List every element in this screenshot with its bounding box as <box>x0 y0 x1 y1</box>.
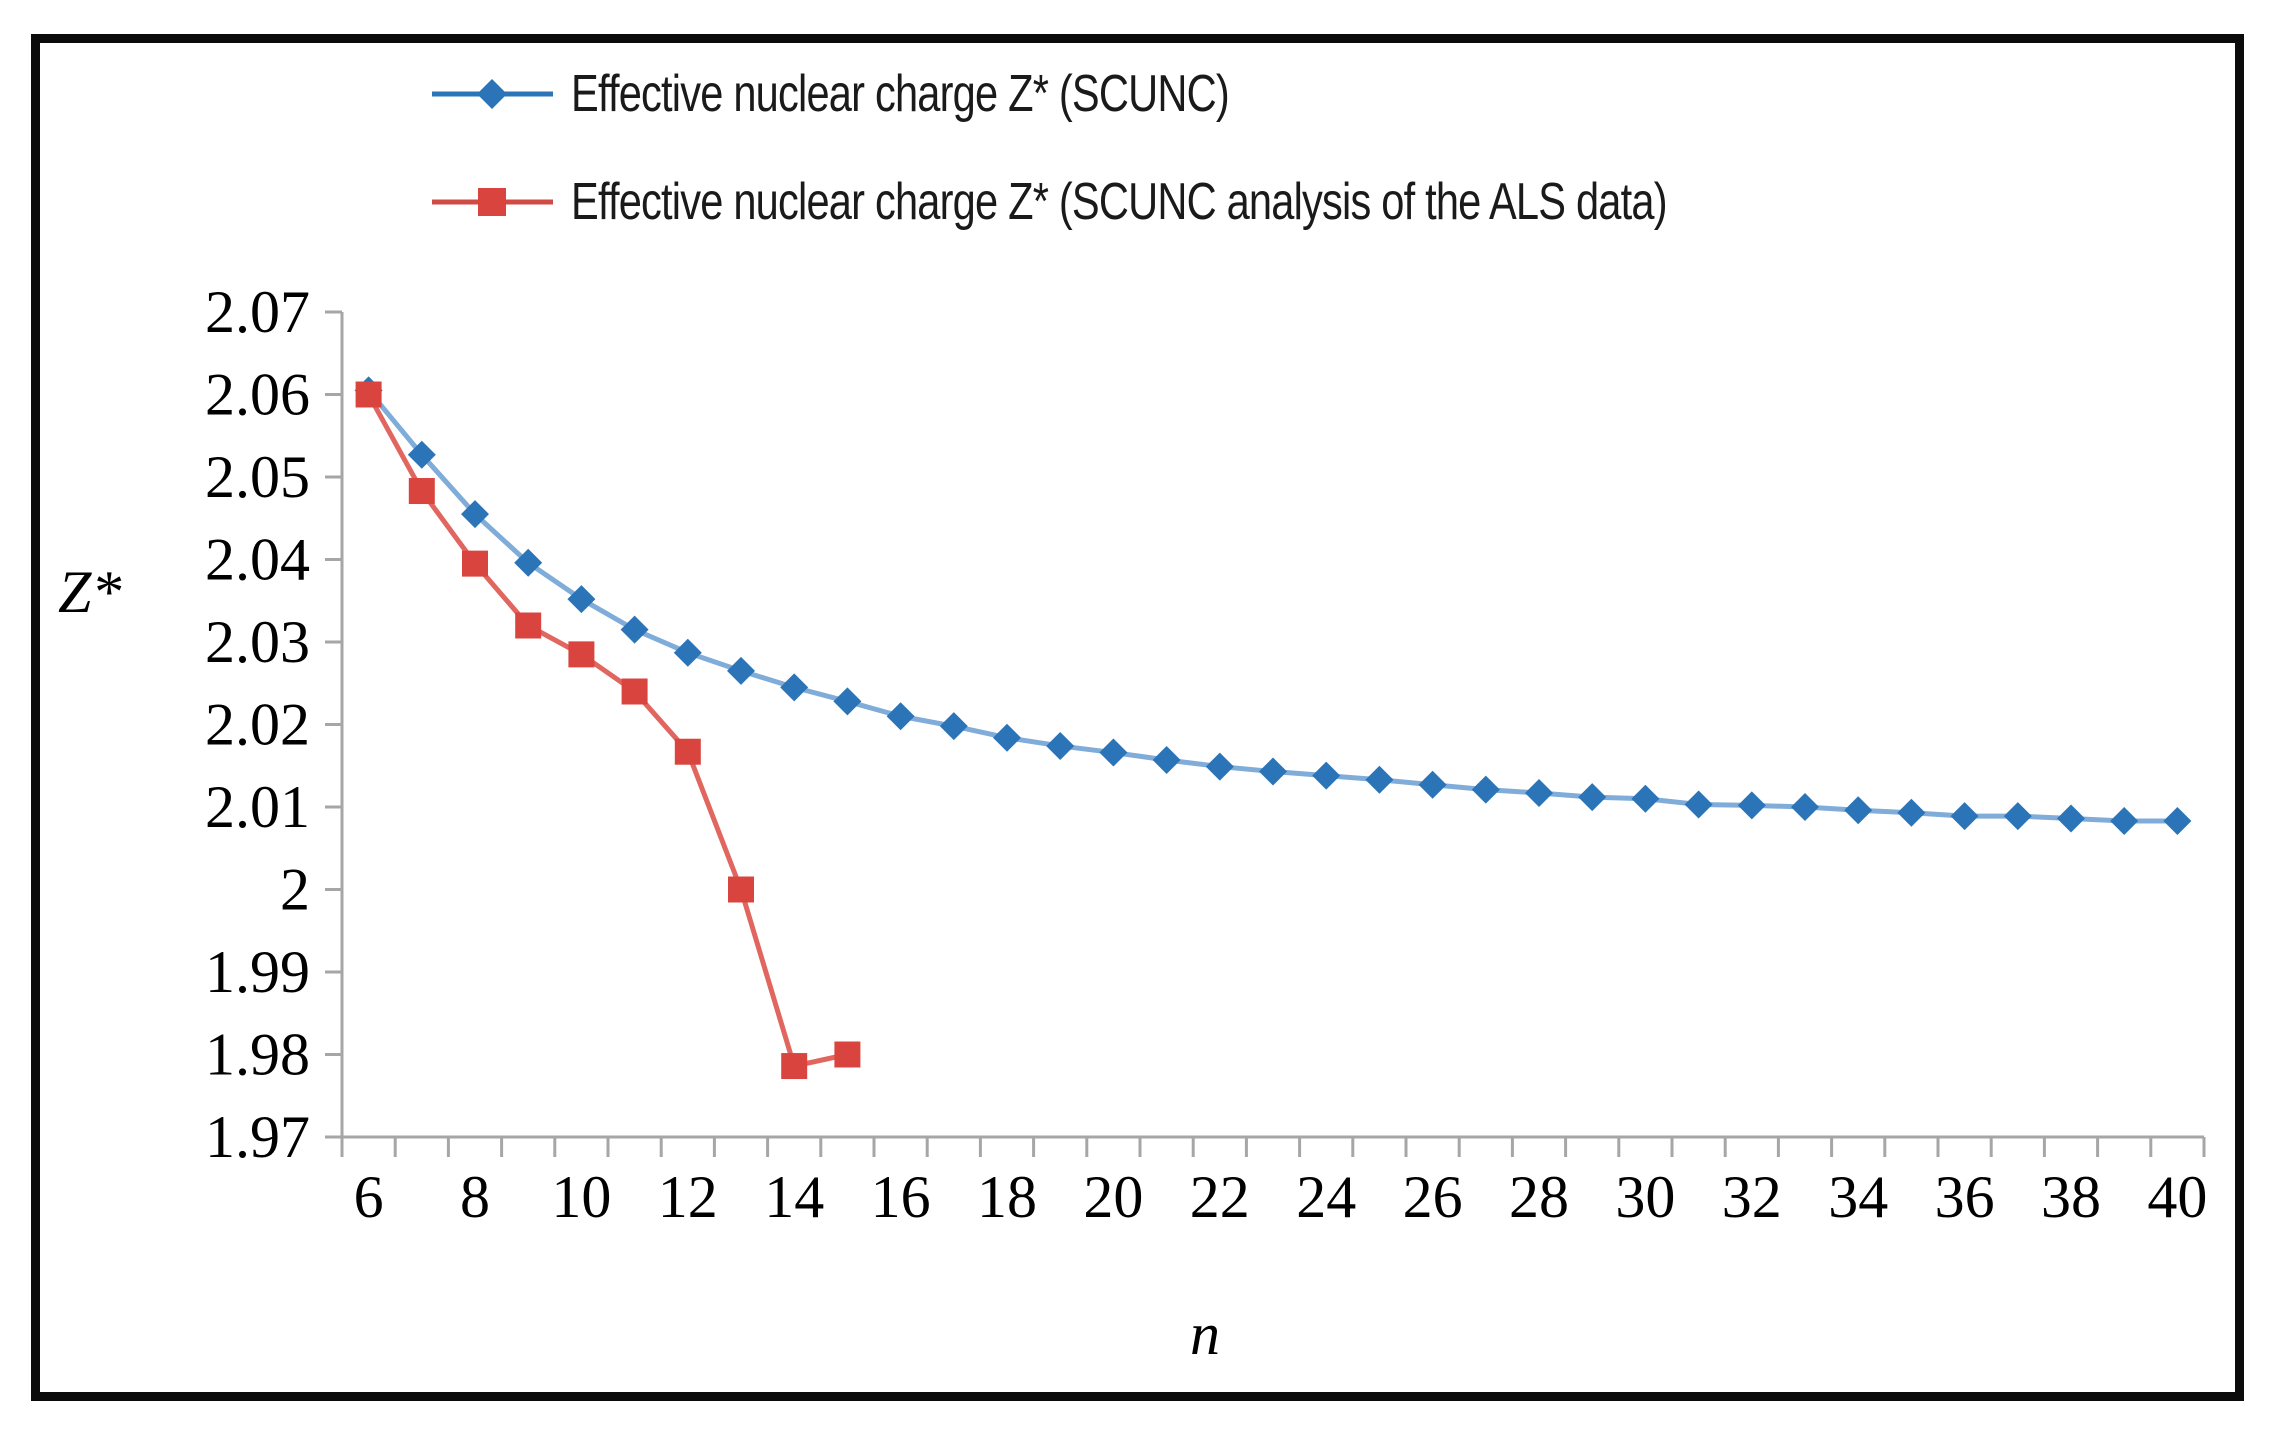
y-tick-label: 2 <box>280 857 310 923</box>
data-point-diamond <box>1684 790 1713 819</box>
x-tick-label: 8 <box>460 1164 490 1230</box>
legend-label-scunc: Effective nuclear charge Z* (SCUNC) <box>571 65 1230 123</box>
x-tick-label: 10 <box>551 1164 611 1230</box>
data-point-square <box>834 1041 861 1068</box>
data-point-diamond <box>2110 807 2139 836</box>
data-point-diamond <box>567 585 596 614</box>
data-point-diamond <box>1791 793 1819 821</box>
data-point-diamond <box>1897 798 1926 827</box>
red-square-line-sample-icon <box>432 188 553 216</box>
data-point-diamond <box>1418 770 1447 799</box>
data-point-square <box>728 876 754 903</box>
legend-label-scunc-als: Effective nuclear charge Z* (SCUNC analy… <box>571 173 1668 231</box>
data-point-square <box>568 641 595 668</box>
y-tick-label: 2.05 <box>205 444 310 510</box>
data-point-diamond <box>1844 796 1873 825</box>
data-point-square <box>462 550 488 577</box>
x-tick-label: 32 <box>1722 1164 1782 1230</box>
data-point-diamond <box>1950 802 1979 831</box>
data-point-diamond <box>1046 731 1075 760</box>
blue-diamond-line-sample-icon <box>432 79 553 109</box>
data-point-diamond <box>1099 738 1128 767</box>
x-tick-label: 6 <box>354 1164 384 1230</box>
x-tick-label: 22 <box>1190 1164 1250 1230</box>
x-tick-label: 16 <box>871 1164 931 1230</box>
data-point-diamond <box>1365 765 1394 794</box>
data-point-diamond <box>939 712 968 741</box>
y-tick-label: 1.97 <box>205 1104 310 1170</box>
data-point-diamond <box>1525 778 1553 807</box>
data-point-diamond <box>514 548 543 577</box>
x-tick-label: 20 <box>1083 1164 1143 1230</box>
x-tick-label: 26 <box>1403 1164 1463 1230</box>
data-point-diamond <box>1631 784 1660 813</box>
y-axis-title: Z* <box>58 559 122 625</box>
data-point-square <box>355 381 382 408</box>
data-point-diamond <box>780 673 809 702</box>
data-point-diamond <box>2163 807 2192 836</box>
data-point-diamond <box>833 687 862 716</box>
data-point-square <box>674 738 701 765</box>
data-point-diamond <box>1152 745 1181 774</box>
data-point-square <box>621 678 648 705</box>
y-tick-label: 2.03 <box>205 609 310 675</box>
x-axis-title: n <box>1190 1301 1220 1367</box>
x-tick-label: 34 <box>1828 1164 1888 1230</box>
x-tick-label: 18 <box>977 1164 1037 1230</box>
x-tick-label: 40 <box>2147 1164 2207 1230</box>
x-tick-label: 36 <box>1935 1164 1995 1230</box>
data-point-diamond <box>2003 802 2032 831</box>
y-tick-label: 2.01 <box>205 774 310 840</box>
data-point-diamond <box>1737 791 1766 820</box>
data-point-diamond <box>620 615 649 644</box>
data-point-diamond <box>1312 761 1341 790</box>
series-line-1 <box>366 393 848 1069</box>
data-point-diamond <box>1259 757 1287 786</box>
legend-item-scunc: Effective nuclear charge Z* (SCUNC) <box>430 56 1941 132</box>
data-point-diamond <box>461 500 489 529</box>
data-point-diamond <box>1205 752 1234 781</box>
figure-border <box>31 34 2244 1401</box>
legend: Effective nuclear charge Z* (SCUNC) Effe… <box>430 56 1941 272</box>
y-tick-label: 1.98 <box>205 1022 310 1088</box>
data-point-diamond <box>407 440 436 469</box>
data-point-diamond <box>886 702 915 731</box>
data-point-diamond <box>1471 775 1500 804</box>
data-point-square <box>515 612 542 639</box>
legend-item-scunc-als: Effective nuclear charge Z* (SCUNC analy… <box>430 164 1941 240</box>
y-tick-label: 2.02 <box>205 692 310 758</box>
data-point-diamond <box>673 638 702 667</box>
x-tick-label: 14 <box>764 1164 824 1230</box>
y-tick-label: 1.99 <box>205 939 310 1005</box>
data-point-diamond <box>993 723 1021 752</box>
x-tick-label: 12 <box>658 1164 718 1230</box>
data-point-diamond <box>2057 804 2085 833</box>
y-tick-label: 2.06 <box>205 362 310 428</box>
y-tick-label: 2.04 <box>205 527 310 593</box>
x-tick-label: 30 <box>1615 1164 1675 1230</box>
data-point-square <box>408 478 435 505</box>
data-point-diamond <box>727 656 755 685</box>
data-point-diamond <box>1578 783 1607 812</box>
x-tick-label: 24 <box>1296 1164 1356 1230</box>
y-tick-label: 2.07 <box>205 279 310 345</box>
x-tick-label: 38 <box>2041 1164 2101 1230</box>
x-tick-label: 28 <box>1509 1164 1569 1230</box>
data-point-square <box>781 1053 808 1080</box>
